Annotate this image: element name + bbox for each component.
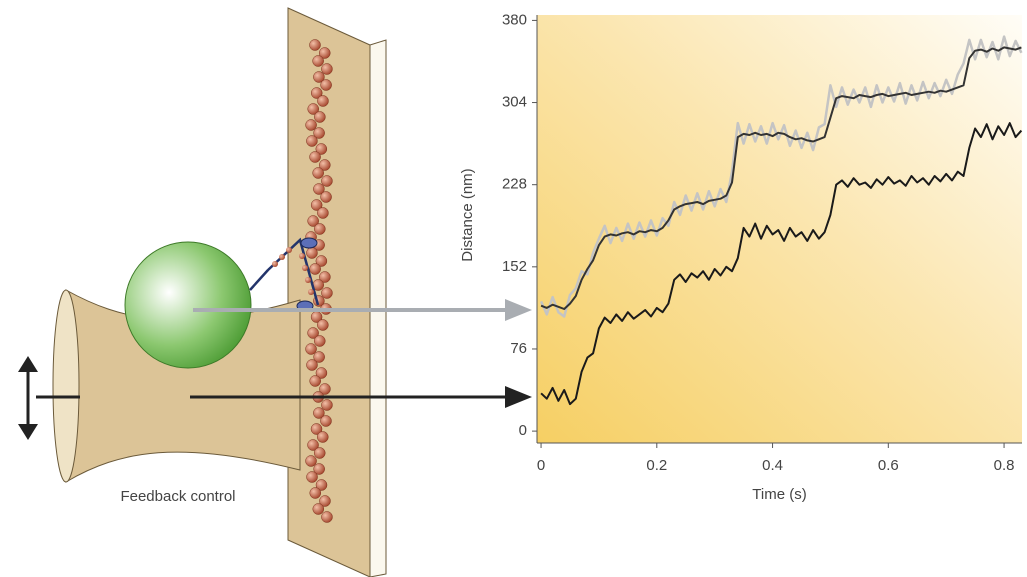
actin-monomer	[313, 407, 325, 419]
actin-monomer	[312, 55, 324, 67]
actin-monomer	[317, 431, 329, 443]
actin-monomer	[313, 463, 325, 475]
plot-background	[537, 15, 1022, 443]
actin-monomer	[307, 103, 319, 115]
kinesin	[249, 237, 320, 306]
actin-monomer	[320, 191, 332, 203]
actin-monomer	[309, 151, 321, 163]
y-tick-label: 152	[502, 258, 527, 275]
actin-monomer	[309, 375, 321, 387]
diagram-label: Feedback control	[120, 488, 235, 505]
actin-monomer	[321, 175, 333, 187]
actin-monomer	[305, 455, 317, 467]
actin-monomer	[309, 487, 322, 499]
x-tick-label: 0.4	[762, 457, 783, 474]
actin-monomer	[317, 95, 329, 107]
actin-monomer	[310, 87, 323, 99]
actin-monomer	[309, 263, 321, 275]
actin-monomer	[305, 119, 317, 131]
x-tick-label: 0.8	[994, 457, 1015, 474]
y-tick-label: 76	[510, 340, 527, 357]
actin-monomer	[321, 63, 333, 75]
actin-monomer	[314, 223, 326, 235]
actin-monomer	[317, 207, 329, 219]
actin-monomer	[315, 367, 328, 379]
x-axis-title: Time (s)	[752, 486, 806, 503]
arrow-head	[18, 424, 38, 440]
actin-monomer	[313, 127, 325, 139]
actin-monomer	[319, 383, 331, 395]
x-tick-label: 0.2	[646, 457, 667, 474]
actin-monomer	[321, 399, 333, 411]
actin-monomer	[319, 495, 331, 507]
actin-monomer	[314, 335, 326, 347]
actin-monomer	[315, 479, 328, 491]
actin-monomer	[305, 343, 317, 355]
y-tick-label: 380	[502, 11, 527, 28]
actin-monomer	[306, 359, 318, 371]
actin-monomer	[315, 143, 328, 155]
actin-monomer	[319, 271, 331, 283]
actin-monomer	[321, 287, 333, 299]
actin-monomer	[307, 439, 319, 451]
actin-monomer	[309, 39, 321, 51]
actin-monomer	[306, 247, 318, 259]
actin-monomer	[321, 511, 333, 523]
kinesin-stalk	[272, 247, 314, 295]
actin-monomer	[313, 351, 325, 363]
y-tick-label: 0	[519, 422, 527, 439]
data-line	[540, 122, 1023, 406]
actin-monomer	[312, 167, 324, 179]
actin-monomer	[312, 503, 325, 515]
arrow-head	[505, 386, 532, 408]
actin-monomer	[318, 47, 331, 59]
actin-monomer	[313, 71, 325, 83]
arrow-head	[505, 299, 532, 321]
diagram: Feedback control	[18, 7, 532, 577]
actin-monomer	[313, 183, 325, 195]
actin-monomer	[306, 471, 318, 483]
bead	[124, 241, 252, 369]
y-tick-label: 304	[502, 94, 527, 111]
actin-monomer	[307, 215, 319, 227]
x-tick-label: 0.6	[878, 457, 899, 474]
data-line	[540, 46, 1022, 310]
actin-monomer	[310, 199, 323, 211]
actin-monomer	[315, 255, 328, 267]
actin-monomer	[314, 111, 326, 123]
actin-monomer	[313, 447, 326, 459]
arrow-head	[18, 356, 38, 372]
y-axis-title: Distance (nm)	[459, 168, 476, 261]
actin-monomer	[320, 415, 332, 427]
actin-monomer	[310, 423, 323, 435]
actin-monomer	[306, 135, 318, 147]
trap-opening	[52, 289, 80, 483]
actin-filament	[305, 39, 333, 523]
data-line	[539, 35, 1023, 318]
motor-head	[300, 237, 318, 249]
actin-monomer	[319, 159, 331, 171]
y-tick-label: 228	[502, 176, 527, 193]
actin-monomer	[307, 327, 319, 339]
actin-monomer	[320, 79, 332, 91]
plot: 0 76 152 228 304 380 0 0.2 0.4 0.6 0.8 Time (s) Dist…	[459, 11, 1023, 503]
actin-monomer	[317, 319, 329, 331]
x-tick-label: 0	[537, 457, 545, 474]
